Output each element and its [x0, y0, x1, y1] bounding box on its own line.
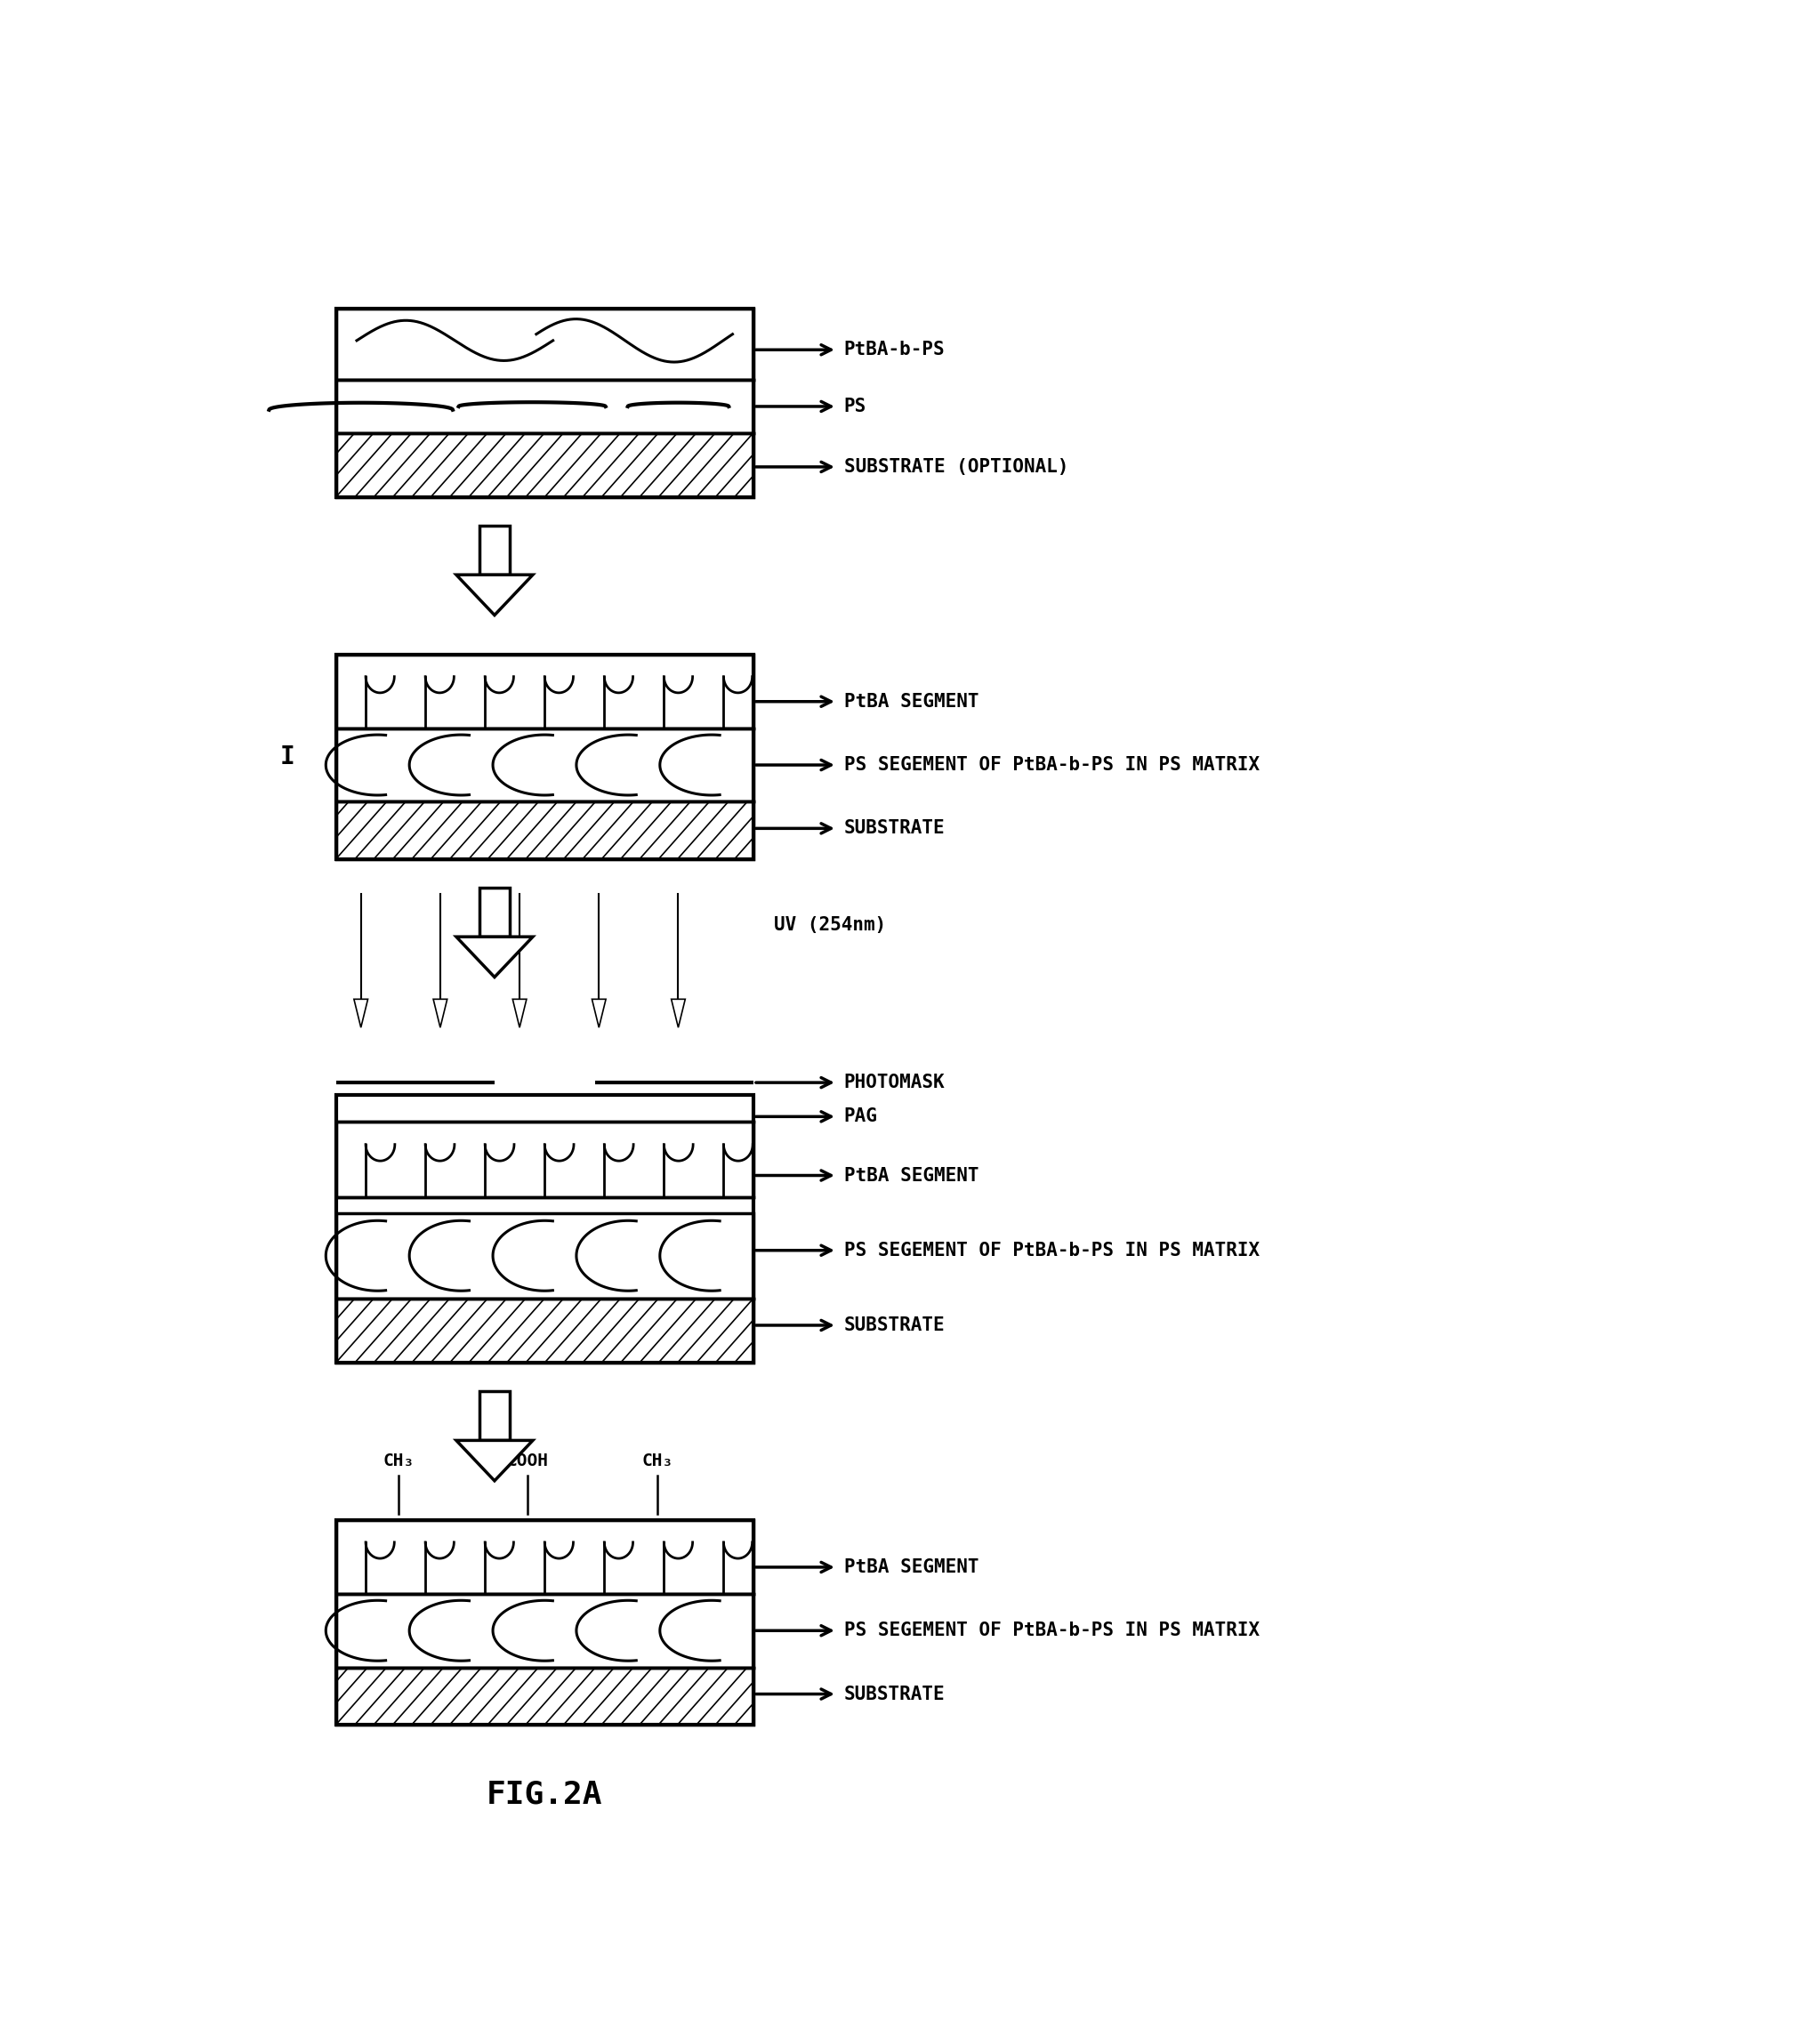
Text: PS SEGEMENT OF PtBA-b-PS IN PS MATRIX: PS SEGEMENT OF PtBA-b-PS IN PS MATRIX: [844, 1621, 1259, 1639]
Bar: [336, 1668, 754, 1725]
Text: SUBSTRATE (OPTIONAL): SUBSTRATE (OPTIONAL): [844, 458, 1069, 476]
Text: PHOTOMASK: PHOTOMASK: [844, 1073, 945, 1091]
Bar: [480, 1392, 510, 1441]
Text: CH₃: CH₃: [641, 1453, 674, 1470]
Bar: [336, 433, 754, 497]
Bar: [336, 1668, 754, 1725]
Bar: [336, 1096, 754, 1363]
Bar: [336, 380, 754, 433]
Text: PtBA SEGMENT: PtBA SEGMENT: [844, 1558, 979, 1576]
Bar: [336, 654, 754, 858]
Bar: [336, 654, 754, 728]
Bar: [336, 1122, 754, 1198]
Text: PS: PS: [844, 397, 866, 415]
Bar: [336, 1521, 754, 1594]
Text: SUBSTRATE: SUBSTRATE: [844, 1316, 945, 1335]
Bar: [336, 1521, 754, 1725]
Polygon shape: [354, 1000, 368, 1028]
Bar: [480, 525, 510, 574]
Bar: [336, 309, 754, 497]
Bar: [336, 433, 754, 497]
Bar: [336, 728, 754, 801]
Polygon shape: [456, 1441, 533, 1480]
Bar: [336, 1298, 754, 1363]
Polygon shape: [672, 1000, 686, 1028]
Text: PtBA-b-PS: PtBA-b-PS: [844, 341, 945, 358]
Text: COOH: COOH: [506, 1453, 550, 1470]
Bar: [336, 1096, 754, 1122]
Text: FIG.2A: FIG.2A: [487, 1780, 603, 1811]
Bar: [336, 801, 754, 858]
Text: I: I: [280, 744, 295, 769]
Bar: [336, 1298, 754, 1363]
Text: PAG: PAG: [844, 1108, 878, 1126]
Bar: [336, 309, 754, 380]
Text: PtBA SEGMENT: PtBA SEGMENT: [844, 693, 979, 711]
Text: SUBSTRATE: SUBSTRATE: [844, 1684, 945, 1703]
Polygon shape: [456, 936, 533, 977]
Text: PS SEGEMENT OF PtBA-b-PS IN PS MATRIX: PS SEGEMENT OF PtBA-b-PS IN PS MATRIX: [844, 756, 1259, 775]
Bar: [336, 1212, 754, 1298]
Text: UV (254nm): UV (254nm): [774, 916, 887, 934]
Polygon shape: [433, 1000, 447, 1028]
Bar: [480, 887, 510, 936]
Bar: [336, 801, 754, 858]
Polygon shape: [512, 1000, 526, 1028]
Bar: [336, 1594, 754, 1668]
Text: CH₃: CH₃: [383, 1453, 415, 1470]
Text: PtBA SEGMENT: PtBA SEGMENT: [844, 1167, 979, 1183]
Polygon shape: [593, 1000, 605, 1028]
Text: SUBSTRATE: SUBSTRATE: [844, 820, 945, 838]
Text: PS SEGEMENT OF PtBA-b-PS IN PS MATRIX: PS SEGEMENT OF PtBA-b-PS IN PS MATRIX: [844, 1241, 1259, 1259]
Polygon shape: [456, 574, 533, 615]
